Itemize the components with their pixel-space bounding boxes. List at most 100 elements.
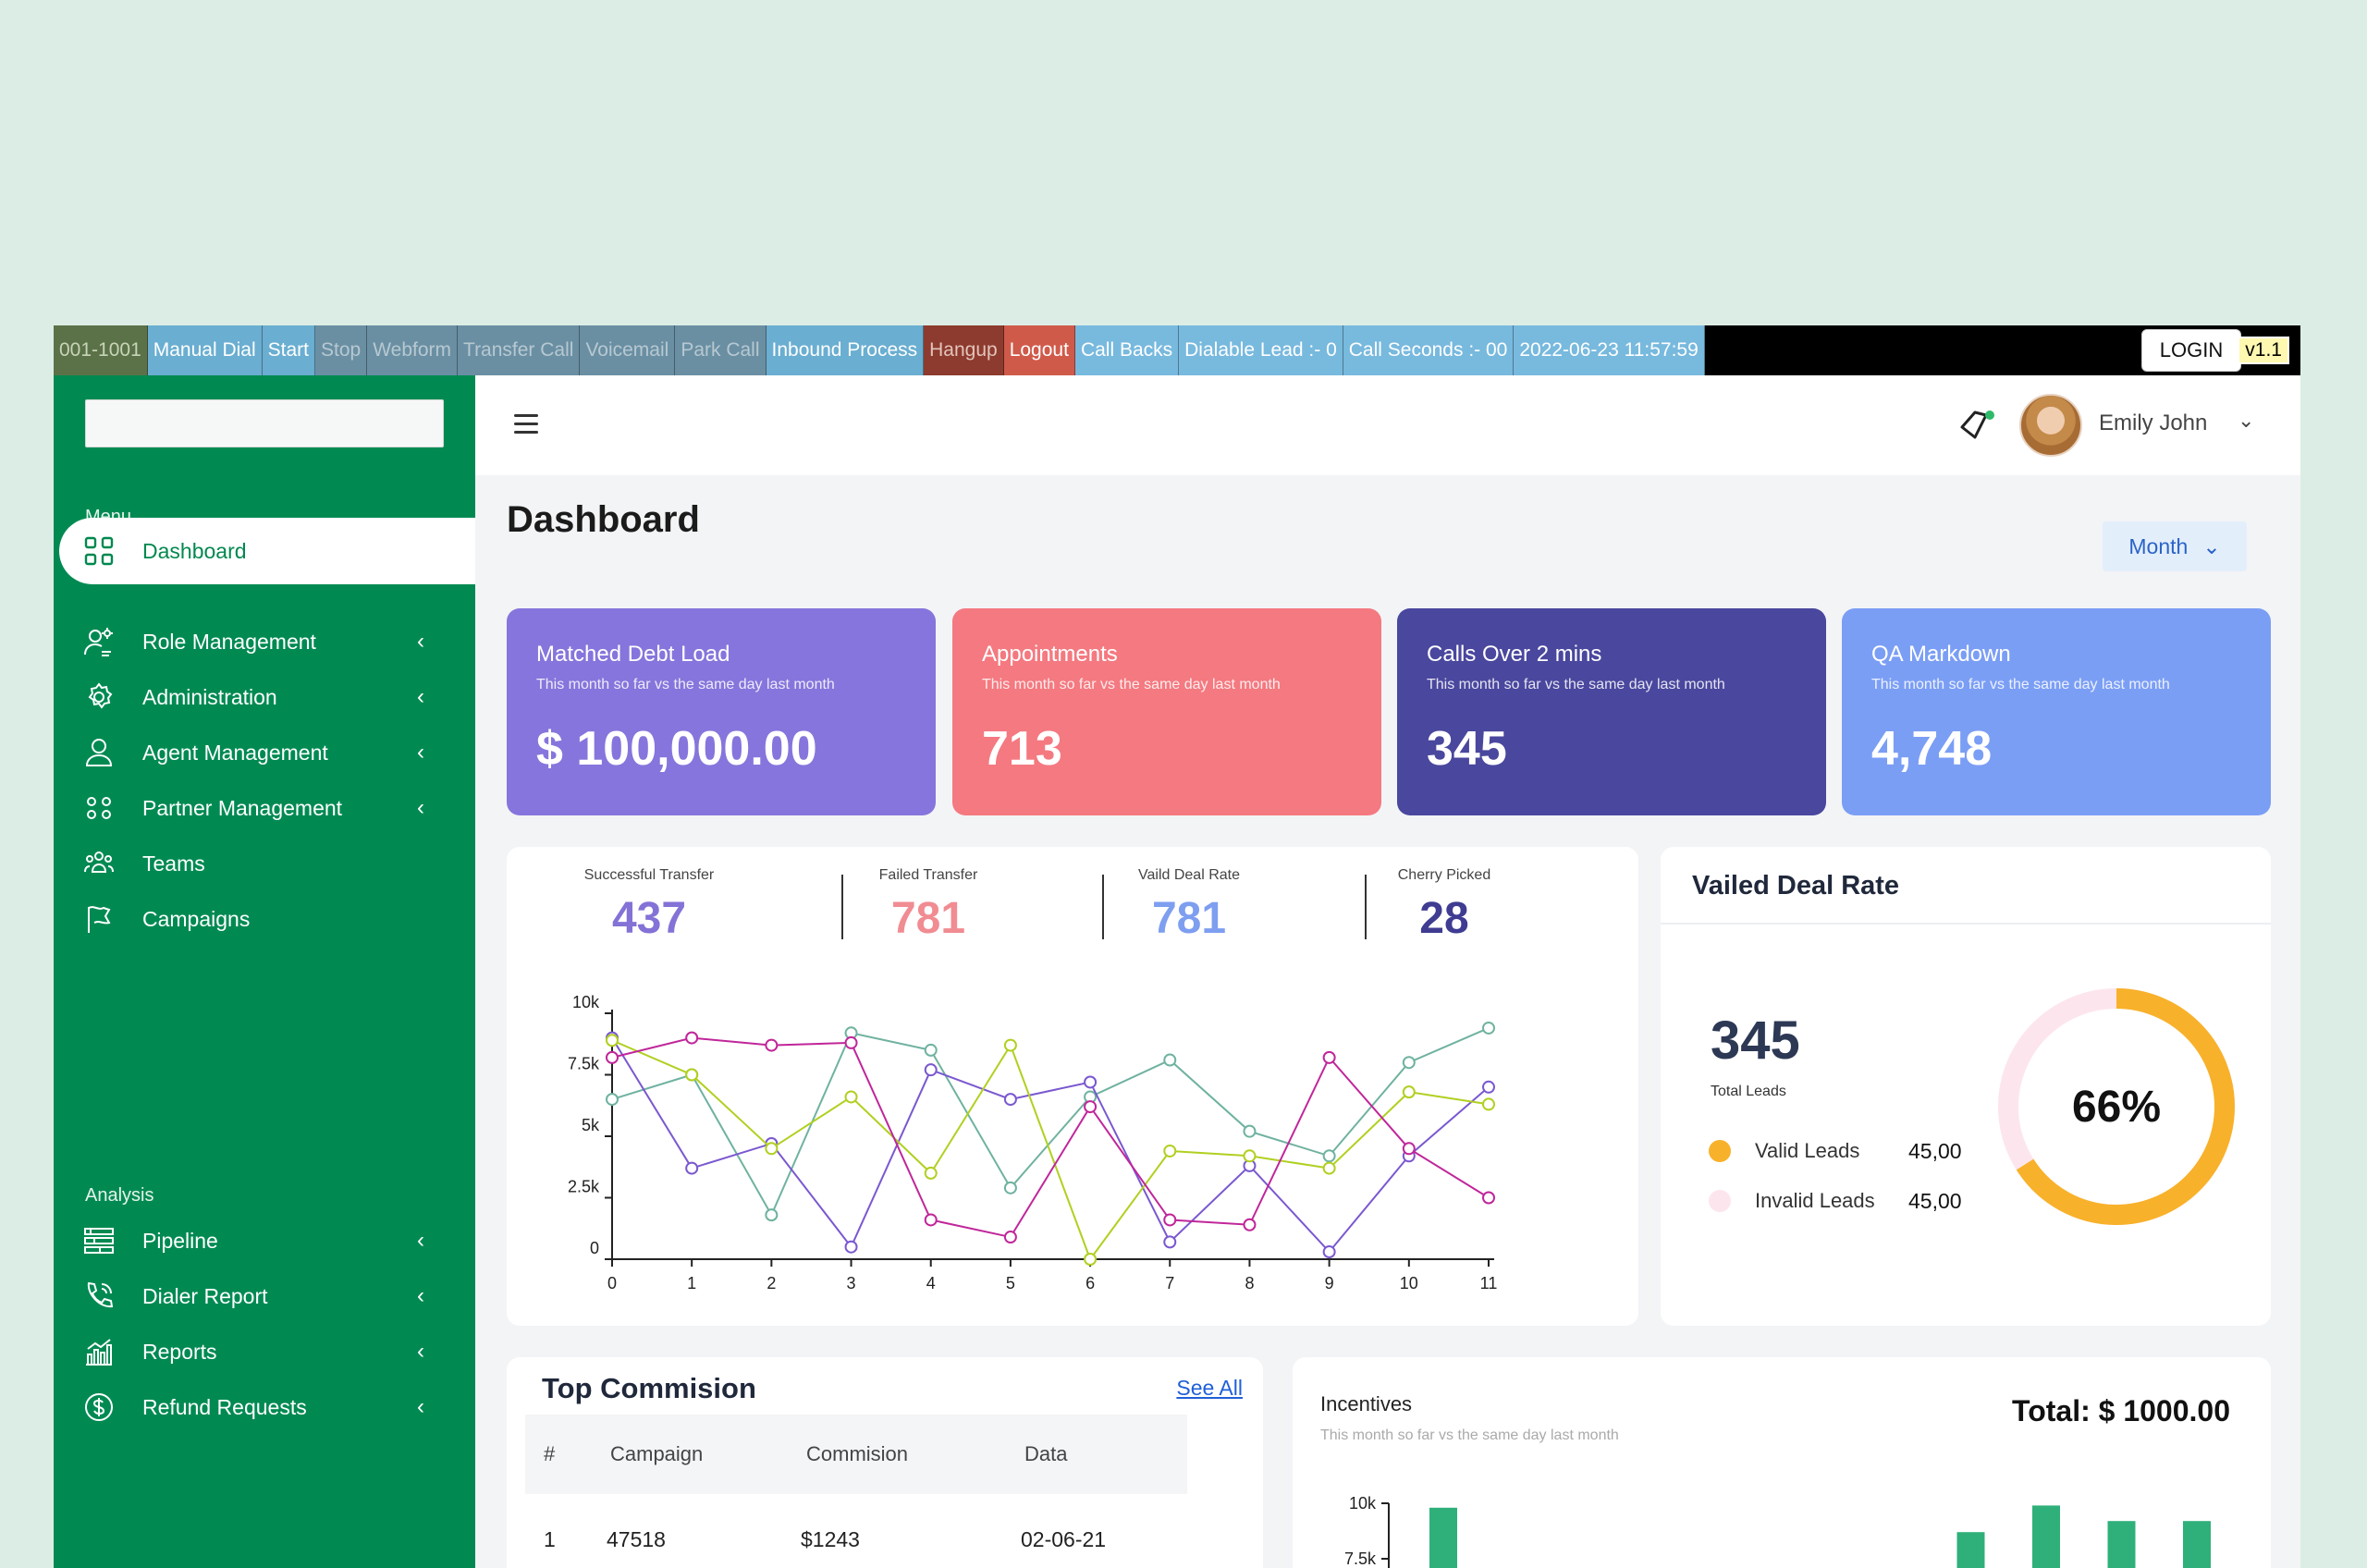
sidebar-item-reports[interactable]: Reports ‹	[54, 1318, 475, 1385]
call-backs-button[interactable]: Call Backs	[1074, 325, 1180, 375]
table-header: # Campaign Commision Data	[525, 1415, 1187, 1494]
chevron-left-icon: ‹	[417, 1394, 424, 1419]
y-tick-label: 10k	[572, 993, 600, 1011]
sidebar-item-agent-management[interactable]: Agent Management ‹	[54, 719, 475, 786]
x-tick-label: 9	[1325, 1274, 1334, 1292]
sidebar-item-label: Role Management	[142, 629, 316, 654]
x-tick-label: 4	[926, 1274, 936, 1292]
y-tick-label: 7.5k	[568, 1055, 600, 1073]
hangup-button[interactable]: Hangup	[924, 325, 1004, 375]
sidebar-item-label: Reports	[142, 1339, 217, 1364]
dialer-toolbar: 001-1001 Manual Dial Start Stop Webform …	[54, 325, 2300, 375]
sidebar-item-label: Pipeline	[142, 1228, 218, 1253]
series-point	[1003, 1093, 1017, 1107]
series-point	[765, 1038, 779, 1052]
legend-label: Valid Leads	[1755, 1139, 1860, 1162]
table-cell: 02-06-21	[1021, 1527, 1107, 1551]
donut-arc	[1998, 988, 2235, 1225]
sidebar-item-label: Dialer Report	[142, 1283, 268, 1308]
avatar[interactable]	[2019, 394, 2082, 457]
column-header: Campaign	[610, 1442, 704, 1465]
stat-divider	[1365, 875, 1367, 939]
sidebar-item-dialer-report[interactable]: Dialer Report ‹	[54, 1263, 475, 1329]
x-tick-label: 11	[1480, 1274, 1498, 1292]
stat-value: 28	[1419, 894, 1469, 943]
period-select[interactable]: Month ⌄	[2103, 521, 2247, 571]
kpi-subtitle: This month so far vs the same day last m…	[536, 677, 835, 692]
series-point	[1003, 1181, 1017, 1194]
stat-failed-transfer: Failed Transfer 781	[836, 867, 1021, 944]
transfer-call-button[interactable]: Transfer Call	[458, 325, 581, 375]
sidebar-search-box[interactable]	[85, 399, 444, 447]
sidebar-item-refund-requests[interactable]: Refund Requests ‹	[54, 1374, 475, 1440]
manual-dial-button[interactable]: Manual Dial	[147, 325, 263, 375]
kpi-value: 4,748	[1871, 722, 1993, 776]
x-tick-label: 7	[1165, 1274, 1174, 1292]
stat-value: 781	[890, 894, 966, 943]
top-bar: Emily John ⌄	[475, 375, 2300, 475]
divider	[1661, 923, 2271, 925]
dollar-icon	[81, 1390, 117, 1425]
series-point	[1163, 1144, 1177, 1158]
login-button[interactable]: LOGIN	[2141, 329, 2241, 372]
series-point	[685, 1068, 699, 1082]
table-cell: 1	[544, 1527, 556, 1551]
series-point	[1402, 1142, 1416, 1156]
user-name[interactable]: Emily John	[2099, 410, 2208, 435]
chevron-left-icon: ‹	[417, 629, 424, 654]
call-seconds-status: Call Seconds :- 00	[1343, 325, 1515, 375]
park-call-button[interactable]: Park Call	[675, 325, 767, 375]
series-point	[924, 1063, 938, 1077]
sidebar-item-pipeline[interactable]: Pipeline ‹	[54, 1207, 475, 1274]
extension-label: 001-1001	[54, 325, 148, 375]
x-tick-label: 0	[607, 1274, 617, 1292]
stat-label: Vaild Deal Rate	[1138, 867, 1240, 883]
legend-label: Invalid Leads	[1755, 1189, 1875, 1212]
voicemail-button[interactable]: Voicemail	[580, 325, 676, 375]
datetime-status: 2022-06-23 11:57:59	[1514, 325, 1705, 375]
table-cell: 47518	[607, 1527, 666, 1551]
kpi-subtitle: This month so far vs the same day last m…	[1427, 677, 1725, 692]
sidebar-item-label: Refund Requests	[142, 1394, 307, 1419]
sidebar-item-partner-management[interactable]: Partner Management ‹	[54, 775, 475, 841]
bar-chart-icon	[81, 1334, 117, 1369]
chevron-down-icon[interactable]: ⌄	[2238, 409, 2255, 432]
series-point	[1322, 1161, 1336, 1175]
sidebar-item-teams[interactable]: Teams	[54, 830, 475, 897]
series-point	[606, 1093, 619, 1107]
sidebar-item-role-management[interactable]: Role Management ‹	[54, 608, 475, 675]
stop-button[interactable]: Stop	[315, 325, 368, 375]
period-select-value: Month	[2128, 533, 2189, 558]
series-point	[1003, 1038, 1017, 1052]
valid-leads-donut	[1998, 988, 2235, 1225]
chevron-left-icon: ‹	[417, 1228, 424, 1253]
kpi-value: $ 100,000.00	[536, 722, 817, 776]
kpi-title: Calls Over 2 mins	[1427, 642, 1602, 667]
user-icon	[81, 735, 117, 770]
menu-toggle-icon[interactable]	[514, 414, 538, 435]
inbound-process-button[interactable]: Inbound Process	[766, 325, 925, 375]
stat-value: 437	[611, 894, 687, 943]
series-point	[1402, 1056, 1416, 1070]
sidebar-item-label: Partner Management	[142, 795, 343, 820]
incentive-bar	[2107, 1521, 2136, 1568]
webform-button[interactable]: Webform	[367, 325, 459, 375]
x-tick-label: 1	[687, 1274, 696, 1292]
tag-notification-icon[interactable]	[1958, 409, 1995, 442]
see-all-link[interactable]: See All	[1176, 1376, 1243, 1400]
incentives-title: Incentives	[1320, 1392, 1413, 1415]
start-button[interactable]: Start	[262, 325, 315, 375]
commission-title: Top Commision	[542, 1372, 756, 1404]
sidebar-item-campaigns[interactable]: Campaigns	[54, 886, 475, 952]
sidebar-item-administration[interactable]: Administration ‹	[54, 664, 475, 730]
series-point	[924, 1213, 938, 1227]
logout-button[interactable]: Logout	[1003, 325, 1075, 375]
sidebar-item-dashboard[interactable]: Dashboard	[59, 518, 475, 584]
flag-icon	[81, 901, 117, 937]
sidebar-item-label: Dashboard	[142, 538, 247, 563]
series-point	[685, 1031, 699, 1045]
stat-valid-deal-rate: Vaild Deal Rate 781	[1097, 867, 1282, 944]
series-point	[765, 1142, 779, 1156]
legend-invalid-leads: Invalid Leads 45,00	[1709, 1189, 1962, 1213]
kpi-subtitle: This month so far vs the same day last m…	[982, 677, 1281, 692]
